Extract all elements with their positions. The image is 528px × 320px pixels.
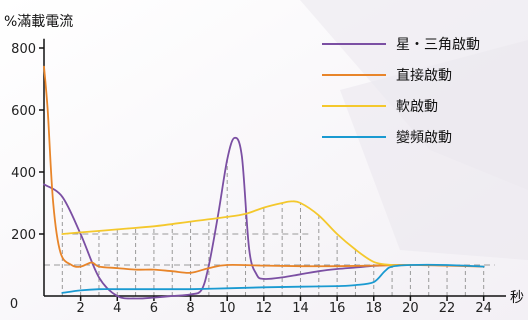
legend-label: 變頻啟動 [396,130,452,146]
x-tick-label: 22 [439,301,456,316]
x-tick-label: 16 [329,301,346,316]
y-tick-label: 600 [11,104,36,119]
x-tick-label: 10 [219,301,236,316]
y-axis-label: %滿載電流 [4,14,73,30]
series-line [43,65,485,274]
legend-label: 直接啟動 [396,67,452,84]
x-tick-label: 14 [292,301,309,316]
x-tick-label: 18 [365,301,382,316]
y-tick-label: 400 [11,166,36,181]
background-shape [340,40,528,260]
origin-label: 0 [10,297,18,312]
x-axis-label: 秒 [510,290,524,306]
x-tick-label: 2 [76,301,84,316]
x-tick-label: 20 [402,301,419,316]
x-tick-label: 8 [186,301,194,316]
series-layer [43,65,485,300]
y-tick-label: 200 [11,228,36,243]
legend-label: 星・三角啟動 [396,37,480,53]
x-tick-label: 12 [256,301,273,316]
y-tick-label: 800 [11,42,36,57]
series-line [43,136,412,300]
x-tick-label: 4 [113,301,121,316]
x-tick-label: 24 [475,301,492,316]
x-tick-label: 6 [150,301,158,316]
series-line [61,263,485,294]
grid-layer [44,159,495,296]
series-line [61,200,412,267]
legend-label: 軟啟動 [396,99,438,115]
